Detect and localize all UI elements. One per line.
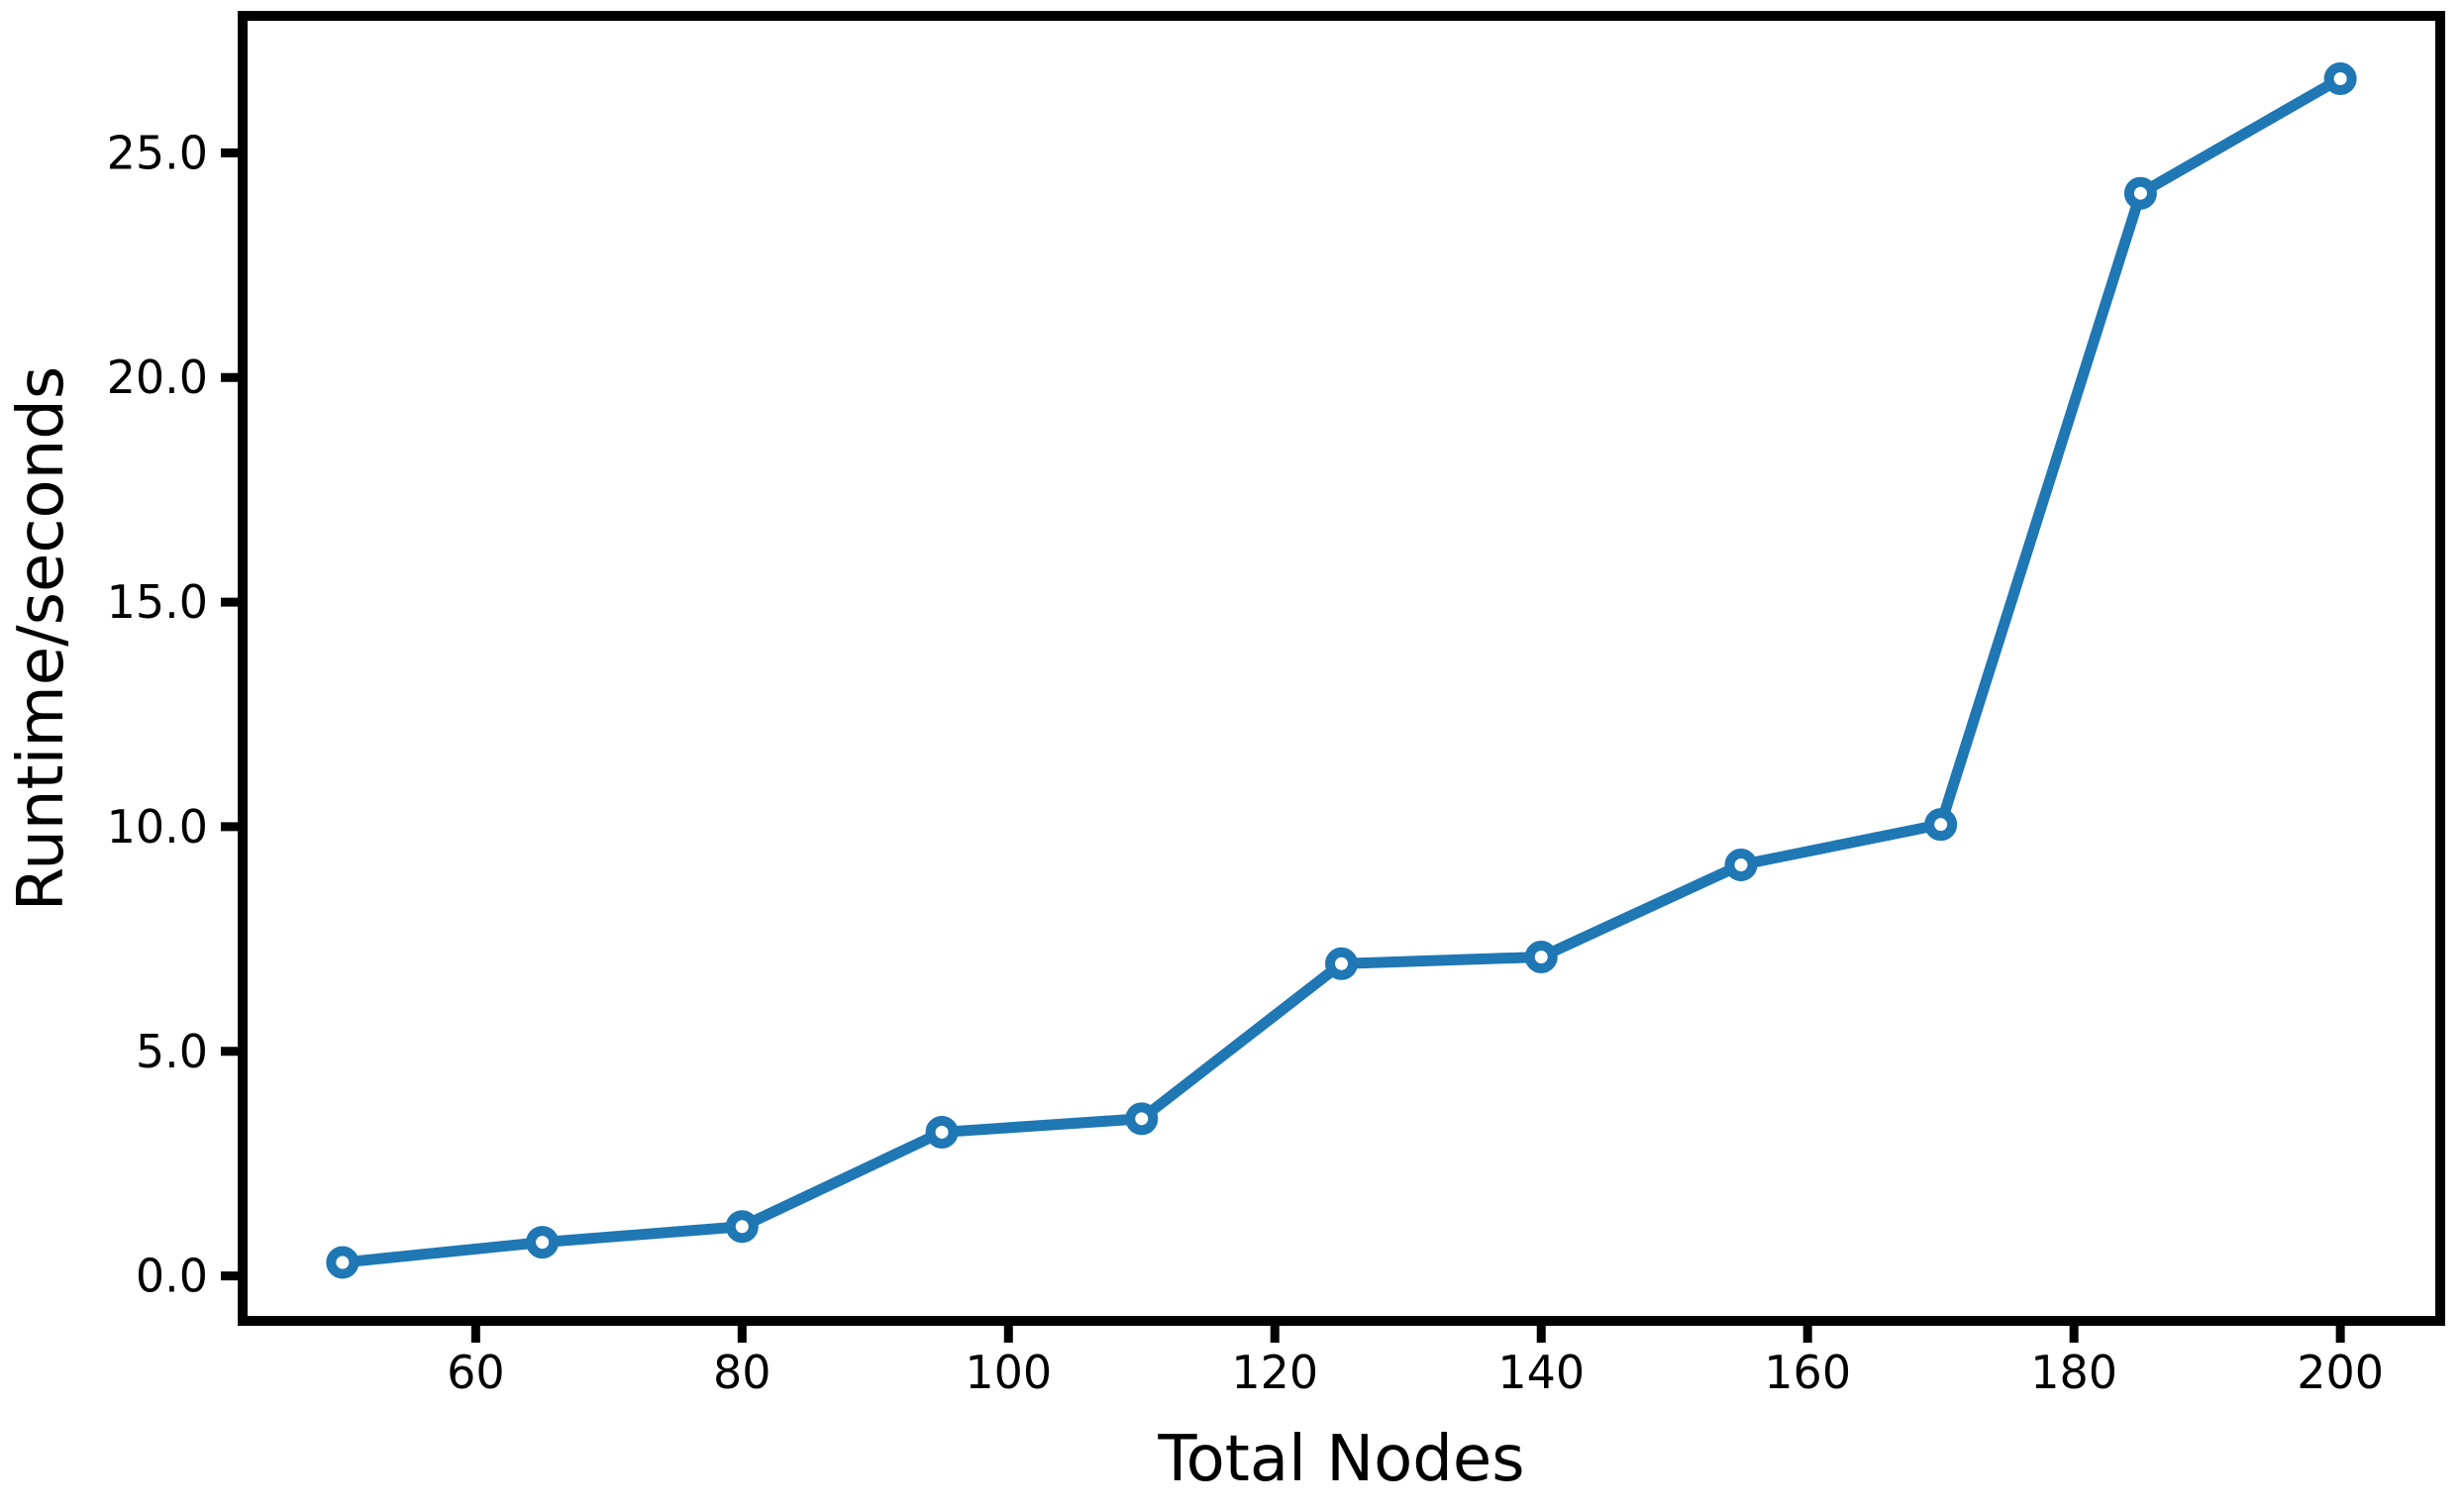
data-point-marker xyxy=(1325,947,1358,980)
x-tick-label: 160 xyxy=(1764,1346,1851,1399)
x-axis-label: Total Nodes xyxy=(1158,1423,1525,1496)
y-axis-label: Runtime/seconds xyxy=(5,365,78,912)
x-tick-label: 60 xyxy=(447,1346,505,1399)
data-point-marker xyxy=(1524,941,1558,974)
y-tick-label: 25.0 xyxy=(107,126,208,179)
series-line xyxy=(337,73,2346,1268)
data-point-marker xyxy=(1924,808,1958,842)
x-tick-label: 80 xyxy=(713,1346,771,1399)
data-point-marker xyxy=(2323,62,2357,96)
x-tick-label: 100 xyxy=(965,1346,1052,1399)
data-point-marker xyxy=(2123,176,2157,210)
y-tick-label: 0.0 xyxy=(136,1250,208,1303)
x-tick-label: 120 xyxy=(1231,1346,1318,1399)
data-point-marker xyxy=(925,1115,959,1149)
data-point-marker xyxy=(1724,848,1758,881)
y-tick-label: 15.0 xyxy=(107,575,208,629)
y-tick-label: 20.0 xyxy=(107,351,208,404)
data-point-marker xyxy=(526,1226,560,1259)
data-point-marker xyxy=(725,1210,759,1244)
data-point-marker xyxy=(1125,1102,1159,1136)
axes-spines xyxy=(238,11,2445,1326)
x-tick-label: 140 xyxy=(1497,1346,1585,1399)
data-point-marker xyxy=(326,1246,359,1279)
y-tick-label: 5.0 xyxy=(136,1025,208,1078)
x-tick-label: 180 xyxy=(2030,1346,2117,1399)
x-tick-label: 200 xyxy=(2297,1346,2384,1399)
y-tick-label: 10.0 xyxy=(107,800,208,854)
